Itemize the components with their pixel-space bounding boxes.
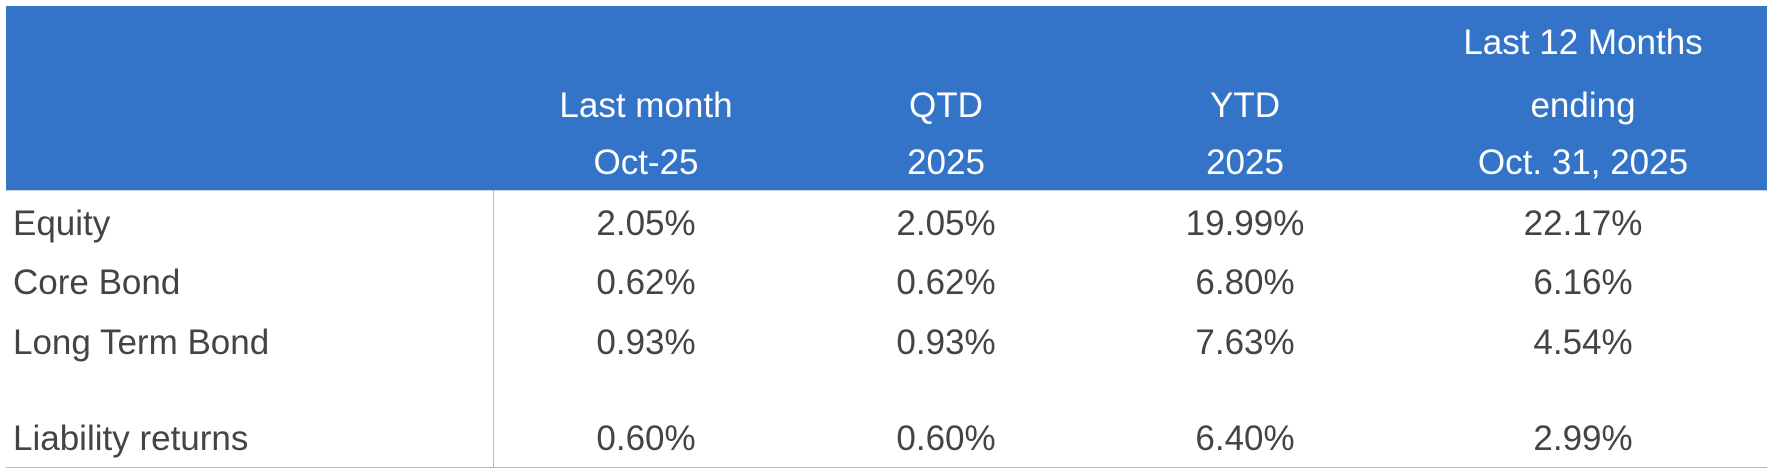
header-label: ending	[1530, 86, 1636, 125]
column-divider	[493, 190, 494, 467]
header-label: Last 12 Months	[1463, 23, 1703, 62]
cell-value: 6.16%	[1533, 263, 1633, 302]
cell-value: 0.62%	[596, 263, 696, 302]
cell-value: 0.93%	[596, 323, 696, 362]
header-label: 2025	[1206, 143, 1284, 182]
cell-value: 2.99%	[1533, 419, 1633, 458]
cell-value: 0.60%	[896, 419, 996, 458]
header-label: Oct. 31, 2025	[1477, 143, 1689, 182]
row-label: Core Bond	[13, 263, 181, 302]
row-label: Long Term Bond	[13, 323, 270, 362]
header-label: YTD	[1210, 86, 1280, 125]
row-label: Equity	[13, 204, 111, 243]
header-rule	[6, 190, 1767, 191]
cell-value: 19.99%	[1185, 204, 1305, 243]
cell-value: 2.05%	[896, 204, 996, 243]
header-label: Last month	[559, 86, 733, 125]
cell-value: 6.40%	[1195, 419, 1295, 458]
header-label: Oct-25	[593, 143, 699, 182]
cell-value: 2.05%	[596, 204, 696, 243]
cell-value: 4.54%	[1533, 323, 1633, 362]
cell-value: 7.63%	[1195, 323, 1295, 362]
row-label: Liability returns	[13, 419, 249, 458]
header-band	[6, 6, 1767, 190]
cell-value: 6.80%	[1195, 263, 1295, 302]
header-label: QTD	[909, 86, 983, 125]
cell-value: 0.60%	[596, 419, 696, 458]
cell-value: 22.17%	[1523, 204, 1643, 243]
bottom-rule	[6, 467, 1767, 468]
cell-value: 0.62%	[896, 263, 996, 302]
header-label: 2025	[907, 143, 985, 182]
cell-value: 0.93%	[896, 323, 996, 362]
